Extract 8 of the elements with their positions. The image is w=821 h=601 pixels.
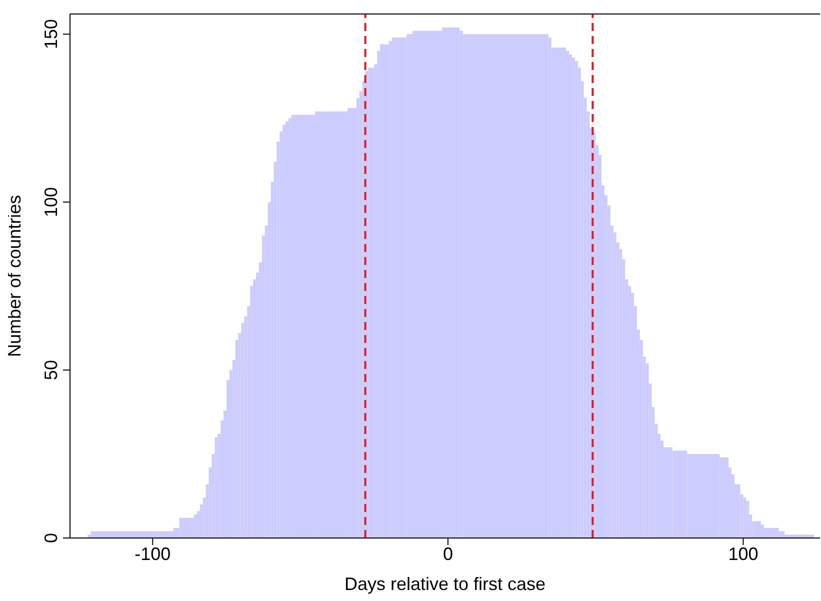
x-tick-label: 0 xyxy=(442,544,453,564)
x-axis-title: Days relative to first case xyxy=(344,574,546,594)
y-tick-label: 0 xyxy=(41,532,61,544)
y-tick-label: 50 xyxy=(41,360,61,380)
x-tick-label: 100 xyxy=(728,544,758,564)
x-tick-label: -100 xyxy=(134,544,171,564)
y-tick-label: 150 xyxy=(41,19,61,50)
y-tick-label: 100 xyxy=(41,187,61,218)
